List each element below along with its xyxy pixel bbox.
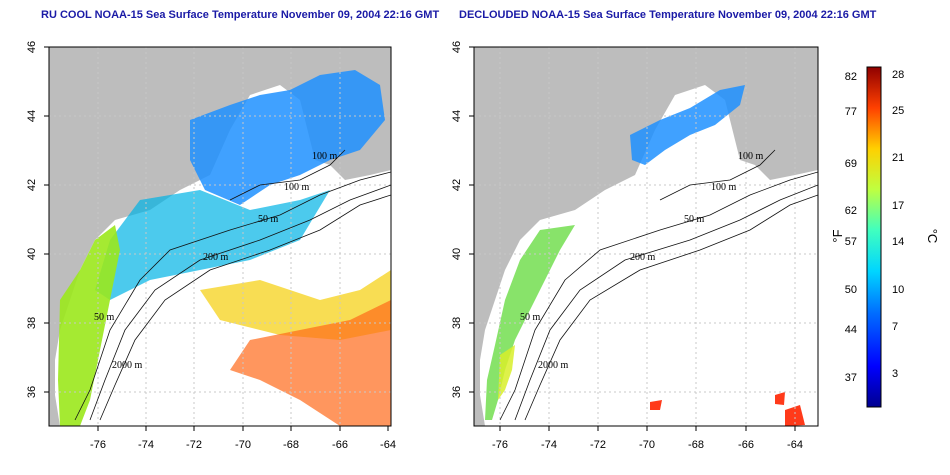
left-y-tick: 40 <box>26 248 38 260</box>
left-x-tick: -72 <box>186 439 202 451</box>
right-contour-label-4: 200 m <box>630 252 656 263</box>
left-x-tick-labels: -76 -74 -72 -70 -68 -66 -64 <box>90 439 396 451</box>
celsius-tick: 3 <box>892 368 898 380</box>
right-map-sst-shelf <box>498 345 515 400</box>
fahrenheit-tick: 77 <box>845 106 857 118</box>
celsius-tick: 25 <box>892 105 904 117</box>
celsius-tick: 17 <box>892 200 904 212</box>
right-x-tick-labels: -76 -74 -72 -70 -68 -66 -64 <box>492 439 803 451</box>
left-y-tick: 38 <box>26 317 38 329</box>
right-map-frame <box>473 46 819 427</box>
right-x-tick: -70 <box>639 439 655 451</box>
left-y-tick: 42 <box>26 179 38 191</box>
left-map-ticks <box>44 46 389 431</box>
left-y-tick: 46 <box>26 41 38 53</box>
right-x-tick: -76 <box>492 439 508 451</box>
left-map-frame <box>48 46 392 427</box>
right-x-tick: -68 <box>688 439 704 451</box>
colorbar: 82 77 69 62 57 50 44 37 28 25 21 17 14 1… <box>830 66 940 408</box>
right-y-tick: 38 <box>451 317 463 329</box>
right-y-tick: 40 <box>451 248 463 260</box>
left-map-sst-hot <box>230 300 391 426</box>
fahrenheit-tick: 82 <box>845 71 857 83</box>
right-contour-label-3: 50 m <box>684 214 705 225</box>
right-y-tick: 42 <box>451 179 463 191</box>
left-x-tick: -68 <box>283 439 299 451</box>
fahrenheit-tick: 37 <box>845 372 857 384</box>
fahrenheit-tick: 69 <box>845 158 857 170</box>
right-map-title: DECLOUDED NOAA-15 Sea Surface Temperatur… <box>459 9 877 21</box>
left-contour-label-3: 50 m <box>258 214 279 225</box>
celsius-tick: 14 <box>892 236 904 248</box>
left-map-sst-coastal <box>58 225 120 426</box>
right-x-tick: -74 <box>541 439 557 451</box>
fahrenheit-tick: 57 <box>845 236 857 248</box>
right-y-tick: 44 <box>451 110 463 122</box>
right-x-tick: -64 <box>787 439 803 451</box>
left-contour-label-1: 100 m <box>312 151 338 162</box>
right-map-ticks <box>469 46 796 431</box>
right-x-tick: -72 <box>590 439 606 451</box>
right-map: 100 m 100 m 50 m 200 m 50 m 2000 m -76 -… <box>451 41 819 451</box>
left-x-tick: -66 <box>332 439 348 451</box>
left-map-sst-cold <box>190 70 385 205</box>
right-map-sst-hot-patch <box>650 400 662 410</box>
colorbar-celsius-label: °C <box>925 229 940 244</box>
colorbar-fahrenheit-label: °F <box>830 229 845 242</box>
right-contour-label-2: 100 m <box>711 182 737 193</box>
right-contour-label-1: 100 m <box>738 151 764 162</box>
right-map-sst-coastal <box>485 225 575 420</box>
left-x-tick: -64 <box>380 439 396 451</box>
celsius-tick: 21 <box>892 152 904 164</box>
right-x-tick: -66 <box>738 439 754 451</box>
left-map-contours <box>74 149 391 421</box>
left-contour-label-6: 2000 m <box>112 360 143 371</box>
right-contour-label-5: 50 m <box>520 312 541 323</box>
celsius-tick: 28 <box>892 69 904 81</box>
left-contour-label-2: 100 m <box>284 182 310 193</box>
left-map-grid <box>49 47 391 426</box>
left-y-tick: 36 <box>26 386 38 398</box>
right-map-land <box>474 47 818 426</box>
right-y-tick: 46 <box>451 41 463 53</box>
left-y-tick-labels: 46 44 42 40 38 36 <box>26 41 38 398</box>
right-y-tick-labels: 46 44 42 40 38 36 <box>451 41 463 398</box>
left-contour-label-4: 200 m <box>203 252 229 263</box>
left-x-tick: -76 <box>90 439 106 451</box>
celsius-tick: 10 <box>892 284 904 296</box>
fahrenheit-tick: 44 <box>845 324 857 336</box>
left-map-land <box>49 47 391 426</box>
right-contour-label-6: 2000 m <box>538 360 569 371</box>
left-map-title: RU COOL NOAA-15 Sea Surface Temperature … <box>41 9 440 21</box>
right-map-grid <box>474 47 818 426</box>
colorbar-gradient <box>866 66 882 408</box>
left-contour-label-5: 50 m <box>94 312 115 323</box>
colorbar-fahrenheit-ticks: 82 77 69 62 57 50 44 37 <box>845 71 857 384</box>
left-map: 100 m 100 m 50 m 200 m 50 m 2000 m -76 -… <box>26 41 396 451</box>
right-map-sst-hot-patch <box>775 392 785 405</box>
right-map-contours <box>499 149 818 421</box>
left-x-tick: -70 <box>235 439 251 451</box>
left-x-tick: -74 <box>138 439 154 451</box>
right-map-sst-cold <box>630 85 745 165</box>
fahrenheit-tick: 62 <box>845 205 857 217</box>
left-y-tick: 44 <box>26 110 38 122</box>
colorbar-celsius-ticks: 28 25 21 17 14 10 7 3 <box>892 69 904 380</box>
fahrenheit-tick: 50 <box>845 284 857 296</box>
right-map-sst-hot <box>785 405 805 426</box>
celsius-tick: 7 <box>892 321 898 333</box>
right-y-tick: 36 <box>451 386 463 398</box>
